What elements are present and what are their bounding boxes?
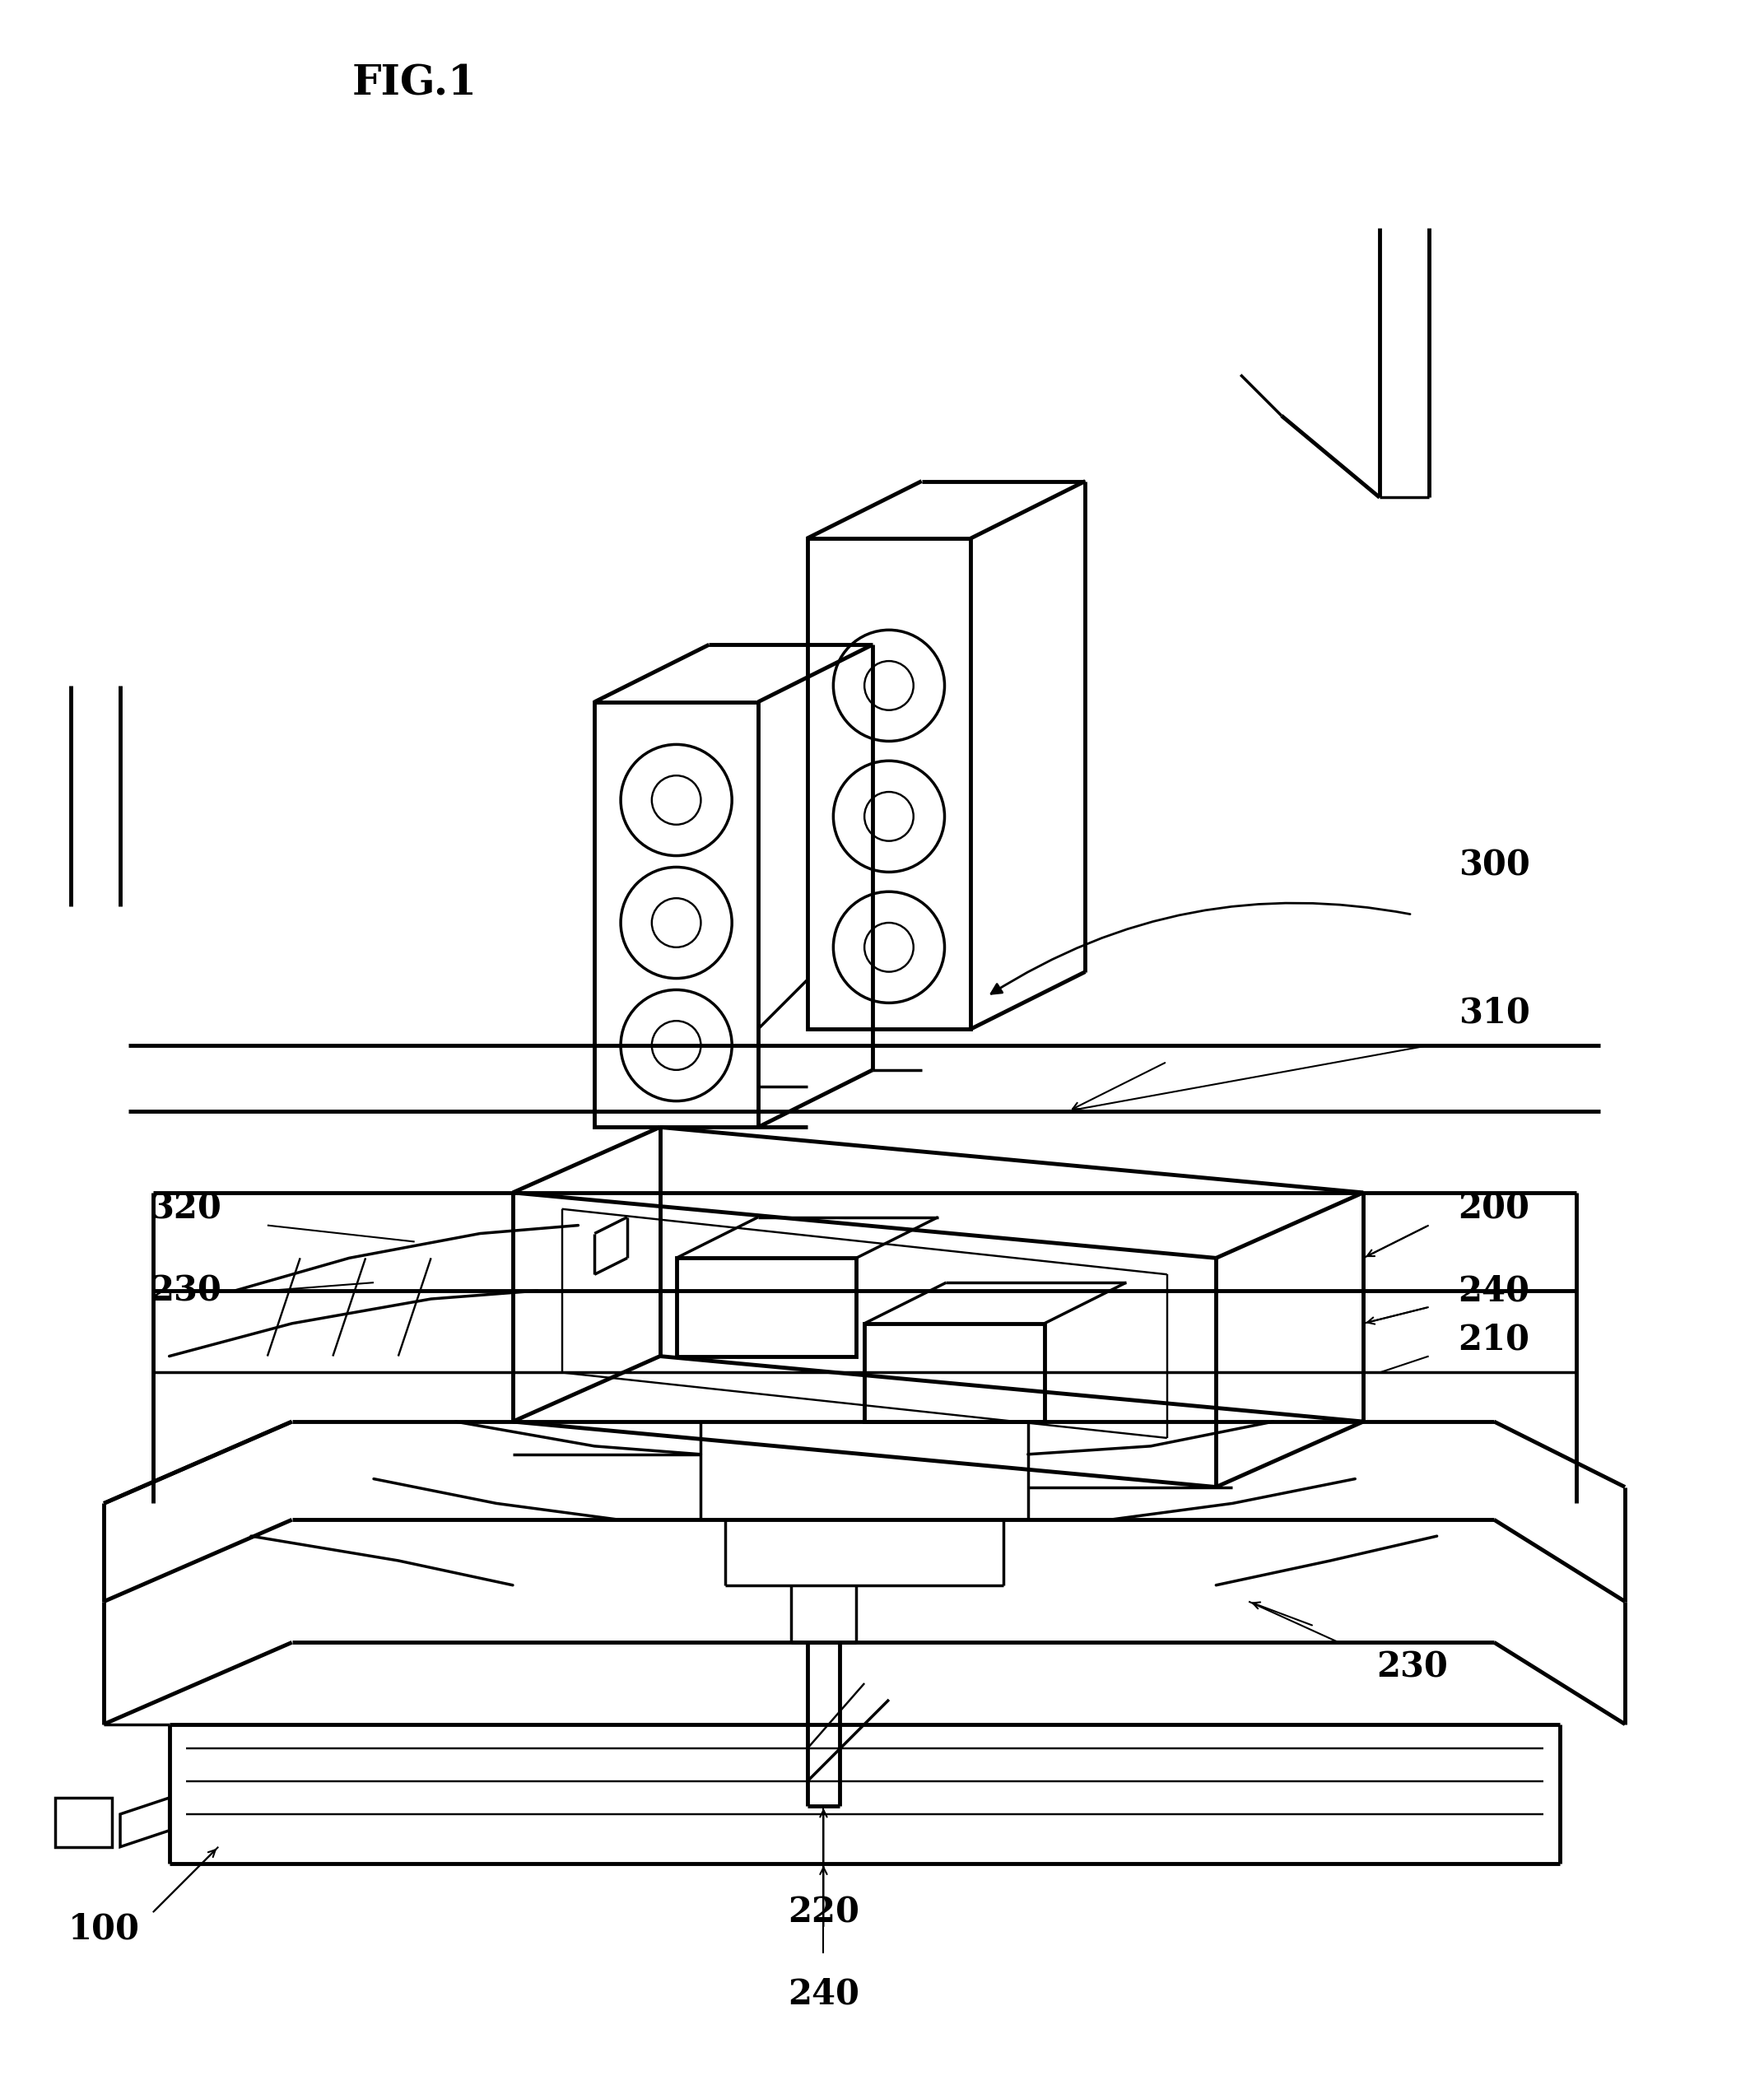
Polygon shape (808, 537, 970, 1029)
Text: 230: 230 (150, 1274, 222, 1308)
Polygon shape (864, 1324, 1044, 1421)
Text: 300: 300 (1459, 848, 1529, 884)
Text: FIG.1: FIG.1 (353, 65, 478, 105)
Text: 220: 220 (789, 1895, 859, 1929)
Text: 240: 240 (1459, 1274, 1529, 1308)
Text: 320: 320 (150, 1192, 222, 1226)
Text: 200: 200 (1459, 1192, 1529, 1226)
Text: 240: 240 (789, 1977, 859, 2011)
Text: 230: 230 (1376, 1650, 1448, 1683)
Text: 310: 310 (1459, 995, 1529, 1031)
Text: 100: 100 (69, 1912, 139, 1946)
Polygon shape (594, 701, 759, 1127)
Text: 210: 210 (1459, 1322, 1529, 1358)
Polygon shape (676, 1257, 856, 1356)
